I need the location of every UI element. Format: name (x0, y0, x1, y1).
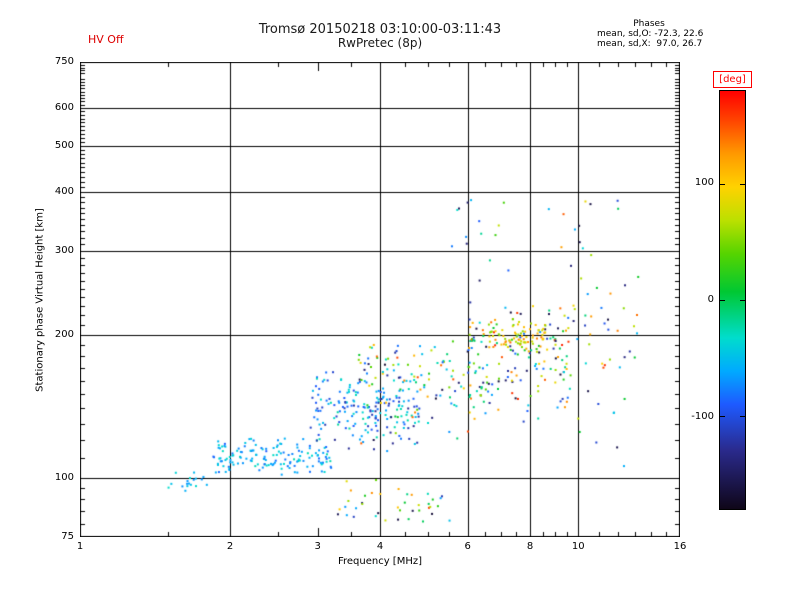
x-tick-label: 3 (314, 541, 321, 552)
x-tick-label: 1 (76, 541, 84, 552)
colorbar-unit-label: [deg] (719, 74, 746, 85)
y-tick-label: 200 (54, 328, 74, 340)
x-tick-label: 16 (673, 541, 687, 552)
phases-title: Phases (633, 19, 665, 29)
y-tick-label: 100 (54, 471, 74, 483)
colorbar-tick-mark (740, 416, 745, 417)
colorbar-tick-mark (720, 416, 725, 417)
x-tick-label: 6 (464, 541, 471, 552)
y-tick-label: 75 (61, 531, 74, 542)
colorbar-tick-label: 0 (707, 294, 714, 305)
scatter-canvas (80, 62, 680, 537)
y-tick-label: 300 (54, 245, 74, 257)
y-axis-label: Stationary phase Virtual Height [km] (34, 208, 46, 392)
colorbar-tick-label: -100 (691, 410, 714, 422)
x-tick-label: 2 (226, 541, 234, 552)
colorbar-tick-mark (740, 300, 745, 301)
x-axis-label: Frequency [MHz] (337, 556, 423, 567)
colorbar-tick-label: 100 (694, 177, 714, 189)
x-tick-label: 10 (571, 541, 585, 552)
phases-mean-x: mean, sd,X: 97.0, 26.7 (597, 39, 703, 49)
colorbar (719, 90, 746, 510)
x-tick-label: 4 (376, 541, 384, 552)
colorbar-tick-mark (740, 184, 745, 185)
colorbar-tick-mark (720, 184, 725, 185)
y-tick-label: 500 (54, 139, 74, 151)
phases-mean-o: mean, sd,O: -72.3, 22.6 (597, 29, 704, 39)
y-tick-label: 600 (54, 102, 74, 114)
chart-title: Tromsø 20150218 03:10:00-03:11:43 (258, 22, 502, 37)
y-tick-label: 750 (54, 56, 74, 67)
y-tick-label: 400 (54, 185, 74, 197)
chart-subtitle: RwPretec (8p) (337, 36, 423, 50)
phases-stats-block: Phases mean, sd,O: -72.3, 22.6 mean, sd,… (597, 19, 704, 49)
plot-area (80, 62, 680, 537)
hv-status-label: HV Off (88, 33, 124, 46)
colorbar-unit-box: [deg] (713, 71, 752, 88)
colorbar-tick-mark (720, 300, 725, 301)
x-tick-label: 8 (526, 541, 534, 552)
